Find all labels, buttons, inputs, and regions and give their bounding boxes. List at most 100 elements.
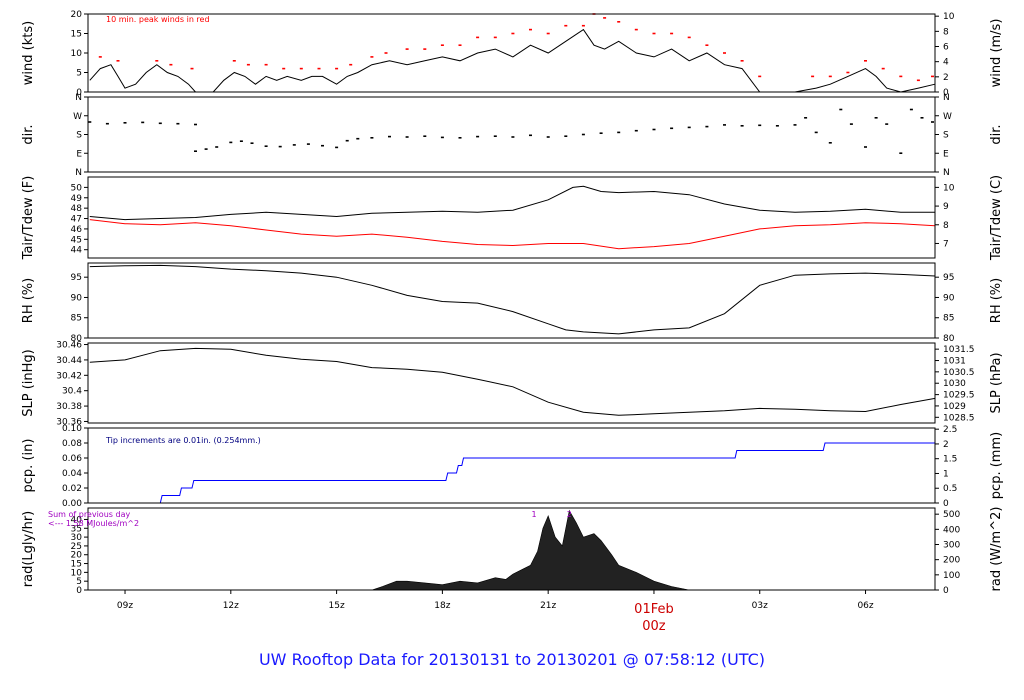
rad-left-tick-label: 5 [76,577,82,587]
rh-left-tick-label: 95 [71,273,82,283]
temp-left-tick-label: 44 [71,246,83,256]
slp-series-0-line [89,347,936,416]
time-axis: 09z 12z 15z 18z 21z 03z 06z 01Feb 00z [117,590,874,634]
pcp-left-tick-label: 0.04 [62,469,82,479]
wind-data-point [881,67,885,70]
wind-left-tick-label: 20 [71,10,83,20]
rh-right-tick-label: 80 [943,334,955,344]
dir-data-point [885,123,889,125]
dir-data-point [356,137,360,140]
dir-data-point [229,141,233,144]
dir-data-point [828,142,832,144]
dir-data-point [931,121,934,123]
dir-data-point [250,142,254,144]
dir-left-tick-label: S [76,131,82,141]
dir-data-point [793,124,797,126]
slp-ylabel-right: SLP (hPa) [989,352,1004,413]
slp-left-tick-label: 30.46 [56,341,82,351]
pcp-ylabel-right: pcp. (mm) [989,432,1004,499]
wind-data-point [529,28,532,31]
wind-data-point [405,48,409,50]
dir-left-tick-label: N [75,93,82,103]
rad-right-tick-label: 100 [943,571,960,581]
dir-data-point [239,140,243,142]
wind-data-point [899,75,903,78]
wind-data-point [116,60,120,62]
wind-data-point [98,56,102,58]
dir-data-point [920,117,924,119]
wind-data-point [705,44,709,46]
x-tick-label: 21z [540,601,556,611]
wind-right-tick-label: 10 [943,12,955,22]
pcp-frame [87,427,936,504]
pcp-right-tick-label: 0.5 [943,484,957,494]
dir-frame [87,96,936,173]
slp-frame [87,342,936,424]
temp-left-tick-label: 46 [71,225,83,235]
pcp-left-tick-label: 0.00 [62,499,82,509]
pcp-right-tick-label: 1 [943,469,949,479]
dir-data-point [278,145,282,148]
dir-data-point [581,133,585,136]
pcp-annotation: Tip increments are 0.01in. (0.254mm.) [105,436,261,445]
rad-right-tick-label: 300 [943,541,960,551]
rad-left-tick-label: 20 [71,551,83,561]
wind-data-point [864,60,867,62]
dir-data-point [88,121,92,123]
rh-right-tick-label: 90 [943,293,955,303]
rh-left-tick-label: 90 [71,293,83,303]
pcp-left-tick-label: 0.08 [62,439,82,449]
pcp-ylabel: pcp. (in) [21,439,36,493]
dir-data-point [493,135,497,137]
rad-right-tick-label: 400 [943,525,960,535]
rad-peak-marker: 2 [567,510,572,519]
slp-left-tick-label: 30.42 [56,371,82,381]
rad-ylabel: rad(Lgly/hr) [21,511,36,587]
slp-right-tick-label: 1030.5 [943,368,975,378]
date-marker-hour: 00z [642,619,666,634]
temp-left-tick-label: 50 [71,183,83,193]
rh-panel: 80 85 90 95 80 85 90 95 RH (%) RH (%) [21,262,1004,344]
wind-data-point [282,67,286,70]
dir-left-tick-label: W [73,112,82,122]
pcp-right-tick-label: 2 [943,440,949,450]
wind-data-point [423,48,427,50]
wind-data-point [723,52,726,54]
dir-data-point [194,123,197,126]
rad-left-tick-label: 0 [76,586,82,596]
wind-data-point [190,67,194,70]
slp-left-tick-label: 30.36 [56,417,82,427]
dir-data-point [814,131,818,134]
slp-right-tick-label: 1029 [943,402,966,412]
rad-right-tick-label: 500 [943,510,960,520]
dir-data-point [899,152,903,154]
wind-left-tick-label: 5 [76,69,82,79]
wind-right-tick-label: 4 [943,58,949,68]
slp-left-tick-label: 30.44 [56,356,82,366]
dir-data-point [335,146,339,149]
rad-peak-marker: 1 [532,510,537,519]
wind-data-point [493,36,497,39]
pcp-left-tick-label: 0.10 [62,424,82,434]
dir-data-point [458,137,462,139]
dir-data-point [849,123,853,125]
rh-right-tick-label: 95 [943,273,954,283]
dir-data-point [440,136,444,139]
wind-data-point [931,75,934,78]
dir-right-tick-label: W [943,112,952,122]
rh-left-tick-label: 85 [71,314,82,324]
wind-data-point [246,63,250,66]
rad-right-tick-label: 0 [943,586,949,596]
rad-panel: 05101520253035400100200300400500rad(Lgly… [21,507,1004,596]
slp-panel: 30.3630.3830.430.4230.4430.461028.510291… [21,341,1004,428]
pcp-left-tick-label: 0.02 [62,484,82,494]
slp-left-tick-label: 30.4 [62,387,82,397]
wind-panel: 0 5 10 15 20 0 2 4 6 8 10 wind (kts) wind (m/s) 10 mi… [21,10,1004,98]
rad-right-tick-label: 200 [943,556,960,566]
x-tick-label: 12z [223,601,239,611]
dir-data-point [264,145,268,147]
dir-right-tick-label: N [943,168,950,178]
rad-left-tick-label: 40 [71,515,83,525]
dir-data-point [804,117,808,119]
